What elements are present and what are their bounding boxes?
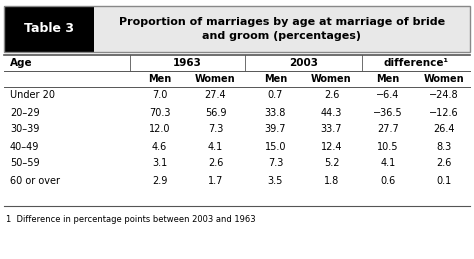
Text: Age: Age [10, 58, 33, 68]
Text: 2.6: 2.6 [436, 159, 452, 169]
Text: −24.8: −24.8 [429, 90, 459, 100]
Text: 2.9: 2.9 [152, 176, 167, 185]
FancyBboxPatch shape [94, 6, 470, 52]
Text: 44.3: 44.3 [321, 107, 342, 118]
Text: Under 20: Under 20 [10, 90, 55, 100]
Text: 30–39: 30–39 [10, 125, 39, 134]
Text: Men: Men [376, 74, 400, 84]
Text: Men: Men [148, 74, 171, 84]
Text: 3.1: 3.1 [152, 159, 167, 169]
Text: 20–29: 20–29 [10, 107, 40, 118]
Text: 33.8: 33.8 [265, 107, 286, 118]
Text: 2.6: 2.6 [324, 90, 339, 100]
FancyBboxPatch shape [4, 6, 94, 52]
Text: 1  Difference in percentage points between 2003 and 1963: 1 Difference in percentage points betwee… [6, 214, 255, 224]
Text: 15.0: 15.0 [265, 141, 286, 152]
Text: 7.3: 7.3 [208, 125, 223, 134]
Text: 0.6: 0.6 [380, 176, 396, 185]
Text: Table 3: Table 3 [24, 23, 74, 35]
Text: 26.4: 26.4 [433, 125, 455, 134]
Text: 1.8: 1.8 [324, 176, 339, 185]
Text: 7.0: 7.0 [152, 90, 167, 100]
Text: Women: Women [195, 74, 236, 84]
Text: 2.6: 2.6 [208, 159, 223, 169]
Text: 4.6: 4.6 [152, 141, 167, 152]
Text: 8.3: 8.3 [437, 141, 452, 152]
Text: 50–59: 50–59 [10, 159, 40, 169]
Text: Women: Women [424, 74, 465, 84]
Text: 2003: 2003 [289, 58, 318, 68]
Text: 5.2: 5.2 [324, 159, 339, 169]
Text: 33.7: 33.7 [321, 125, 342, 134]
Text: 12.4: 12.4 [321, 141, 342, 152]
Text: 27.7: 27.7 [377, 125, 399, 134]
Text: −12.6: −12.6 [429, 107, 459, 118]
Text: −6.4: −6.4 [376, 90, 400, 100]
Text: 0.7: 0.7 [268, 90, 283, 100]
Text: 12.0: 12.0 [149, 125, 170, 134]
Text: −36.5: −36.5 [373, 107, 403, 118]
Text: Men: Men [264, 74, 287, 84]
Text: 70.3: 70.3 [149, 107, 170, 118]
Text: 60 or over: 60 or over [10, 176, 60, 185]
Text: 27.4: 27.4 [205, 90, 226, 100]
Text: Women: Women [311, 74, 352, 84]
Text: 10.5: 10.5 [377, 141, 399, 152]
Text: 4.1: 4.1 [208, 141, 223, 152]
Text: 40–49: 40–49 [10, 141, 39, 152]
Text: 56.9: 56.9 [205, 107, 226, 118]
Text: 4.1: 4.1 [380, 159, 396, 169]
Text: 1.7: 1.7 [208, 176, 223, 185]
Text: difference¹: difference¹ [383, 58, 448, 68]
Text: 1963: 1963 [173, 58, 202, 68]
Text: 3.5: 3.5 [268, 176, 283, 185]
Text: 39.7: 39.7 [265, 125, 286, 134]
Text: 7.3: 7.3 [268, 159, 283, 169]
Text: 0.1: 0.1 [437, 176, 452, 185]
Text: Proportion of marriages by age at marriage of bride
and groom (percentages): Proportion of marriages by age at marria… [119, 17, 445, 41]
